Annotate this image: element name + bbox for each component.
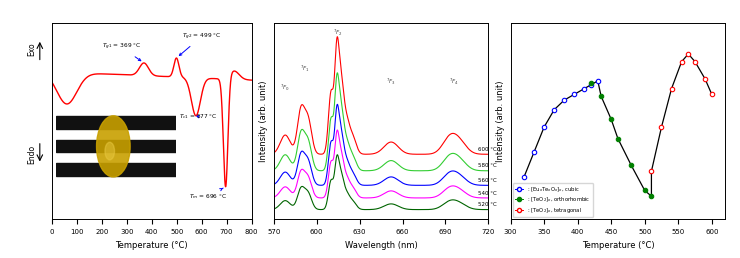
Text: $^7F_0$: $^7F_0$	[280, 83, 290, 93]
Y-axis label: Intensity (arb. unit): Intensity (arb. unit)	[259, 80, 268, 162]
Text: $^7F_2$: $^7F_2$	[333, 28, 343, 38]
Text: 520 °C: 520 °C	[478, 202, 497, 207]
Text: $T_{g2}$ = 499 °C: $T_{g2}$ = 499 °C	[179, 32, 221, 55]
Text: 580 °C: 580 °C	[478, 163, 497, 168]
Text: $T_m$ = 696 °C: $T_m$ = 696 °C	[189, 188, 227, 201]
Text: $T_{c1}$ = 577 °C: $T_{c1}$ = 577 °C	[179, 112, 218, 121]
X-axis label: Wavelength (nm): Wavelength (nm)	[345, 240, 417, 249]
Text: $T_{g1}$ = 369 °C: $T_{g1}$ = 369 °C	[102, 42, 141, 61]
Text: $^7F_4$: $^7F_4$	[449, 77, 459, 87]
Text: Endo: Endo	[27, 145, 36, 164]
Text: $^7F_3$: $^7F_3$	[386, 77, 396, 87]
Text: $^7F_1$: $^7F_1$	[300, 64, 310, 75]
X-axis label: Temperature (°C): Temperature (°C)	[115, 240, 188, 249]
Text: 600 °C: 600 °C	[478, 147, 497, 152]
X-axis label: Temperature (°C): Temperature (°C)	[582, 240, 654, 249]
Legend: : [Eu$_x$Te$_x$O$_x$]$_x$, cubic, : [TeO$_2$]$_x$, orthorhombic, : [TeO$_2$]$_x$: : [Eu$_x$Te$_x$O$_x$]$_x$, cubic, : [TeO…	[514, 183, 593, 217]
Y-axis label: Intensity (arb. unit): Intensity (arb. unit)	[496, 80, 505, 162]
Text: Exo: Exo	[27, 42, 36, 55]
Text: 540 °C: 540 °C	[478, 191, 497, 196]
Text: 560 °C: 560 °C	[478, 178, 497, 183]
